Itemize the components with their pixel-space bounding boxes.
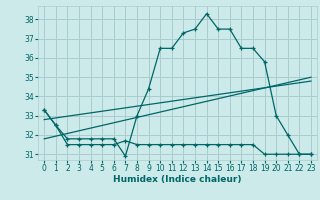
X-axis label: Humidex (Indice chaleur): Humidex (Indice chaleur) bbox=[113, 175, 242, 184]
